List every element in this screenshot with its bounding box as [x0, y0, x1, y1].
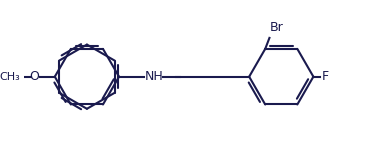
Text: NH: NH: [145, 70, 164, 83]
Text: F: F: [322, 70, 329, 83]
Text: O: O: [29, 70, 39, 83]
Text: CH₃: CH₃: [0, 72, 20, 82]
Text: Br: Br: [269, 21, 283, 34]
